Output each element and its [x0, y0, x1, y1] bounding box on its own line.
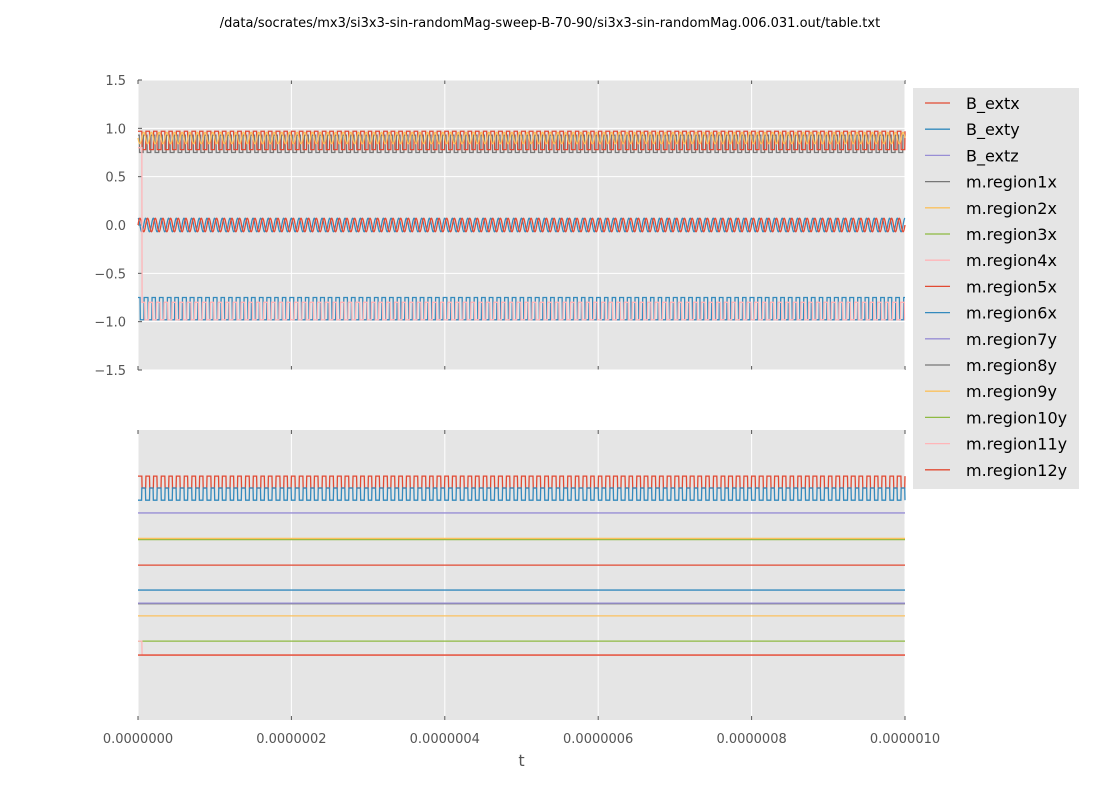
- x-axis-label: t: [518, 751, 524, 770]
- x-tick-label: 0.0000008: [716, 732, 786, 747]
- series-line-m-region2x: [137, 131, 906, 145]
- legend: B_extx B_exty B_extz m.region1x m.region2x m.…: [913, 88, 1079, 489]
- legend-label: m.region2x: [966, 199, 1057, 218]
- y-tick-label: 1.5: [105, 74, 126, 89]
- legend-label: m.region3x: [966, 225, 1057, 244]
- y-tick-label: −1.0: [94, 316, 126, 331]
- y-tick-label: −0.5: [94, 267, 126, 282]
- series-line-b_extx: [137, 217, 906, 233]
- y-tick-label: 0.5: [105, 171, 126, 186]
- x-tick-label: 0.0000010: [870, 732, 940, 747]
- x-tick-label: 0.0000002: [256, 732, 326, 747]
- y-tick-label: −1.5: [94, 364, 126, 379]
- series-line-m-region5x: [138, 130, 906, 151]
- plot-background: [138, 430, 905, 720]
- x-tick-label: 0.0000004: [410, 732, 480, 747]
- legend-label: m.region12y: [966, 461, 1067, 480]
- legend-label: m.region8y: [966, 356, 1057, 375]
- legend-label: B_extx: [966, 94, 1020, 114]
- legend-label: m.region4x: [966, 251, 1057, 270]
- x-tick-label: 0.0000006: [563, 732, 633, 747]
- legend-label: m.region5x: [966, 277, 1057, 296]
- legend-label: m.region1x: [966, 173, 1057, 192]
- y-tick-label: 0.0: [105, 219, 126, 234]
- top-axes: 1.5 1.0 0.5 0.0 −0.5 −1.0 −1.5: [94, 74, 906, 379]
- bottom-axes: 0.0000000 0.0000002 0.0000004 0.0000006 0.00…: [103, 430, 940, 770]
- legend-label: B_extz: [966, 146, 1019, 166]
- legend-label: m.region6x: [966, 304, 1057, 323]
- legend-label: B_exty: [966, 120, 1020, 140]
- series-line-m-region12y: [138, 475, 906, 489]
- series-line-m-region4x: [138, 147, 906, 321]
- legend-label: m.region10y: [966, 408, 1067, 427]
- chart-title: /data/socrates/mx3/si3x3-sin-randomMag-s…: [220, 16, 880, 31]
- legend-label: m.region7y: [966, 330, 1057, 349]
- legend-label: m.region11y: [966, 435, 1067, 454]
- x-tick-label: 0.0000000: [103, 732, 173, 747]
- legend-label: m.region9y: [966, 382, 1057, 401]
- series-line-m-region6x: [138, 487, 906, 501]
- y-tick-label: 1.0: [105, 122, 126, 137]
